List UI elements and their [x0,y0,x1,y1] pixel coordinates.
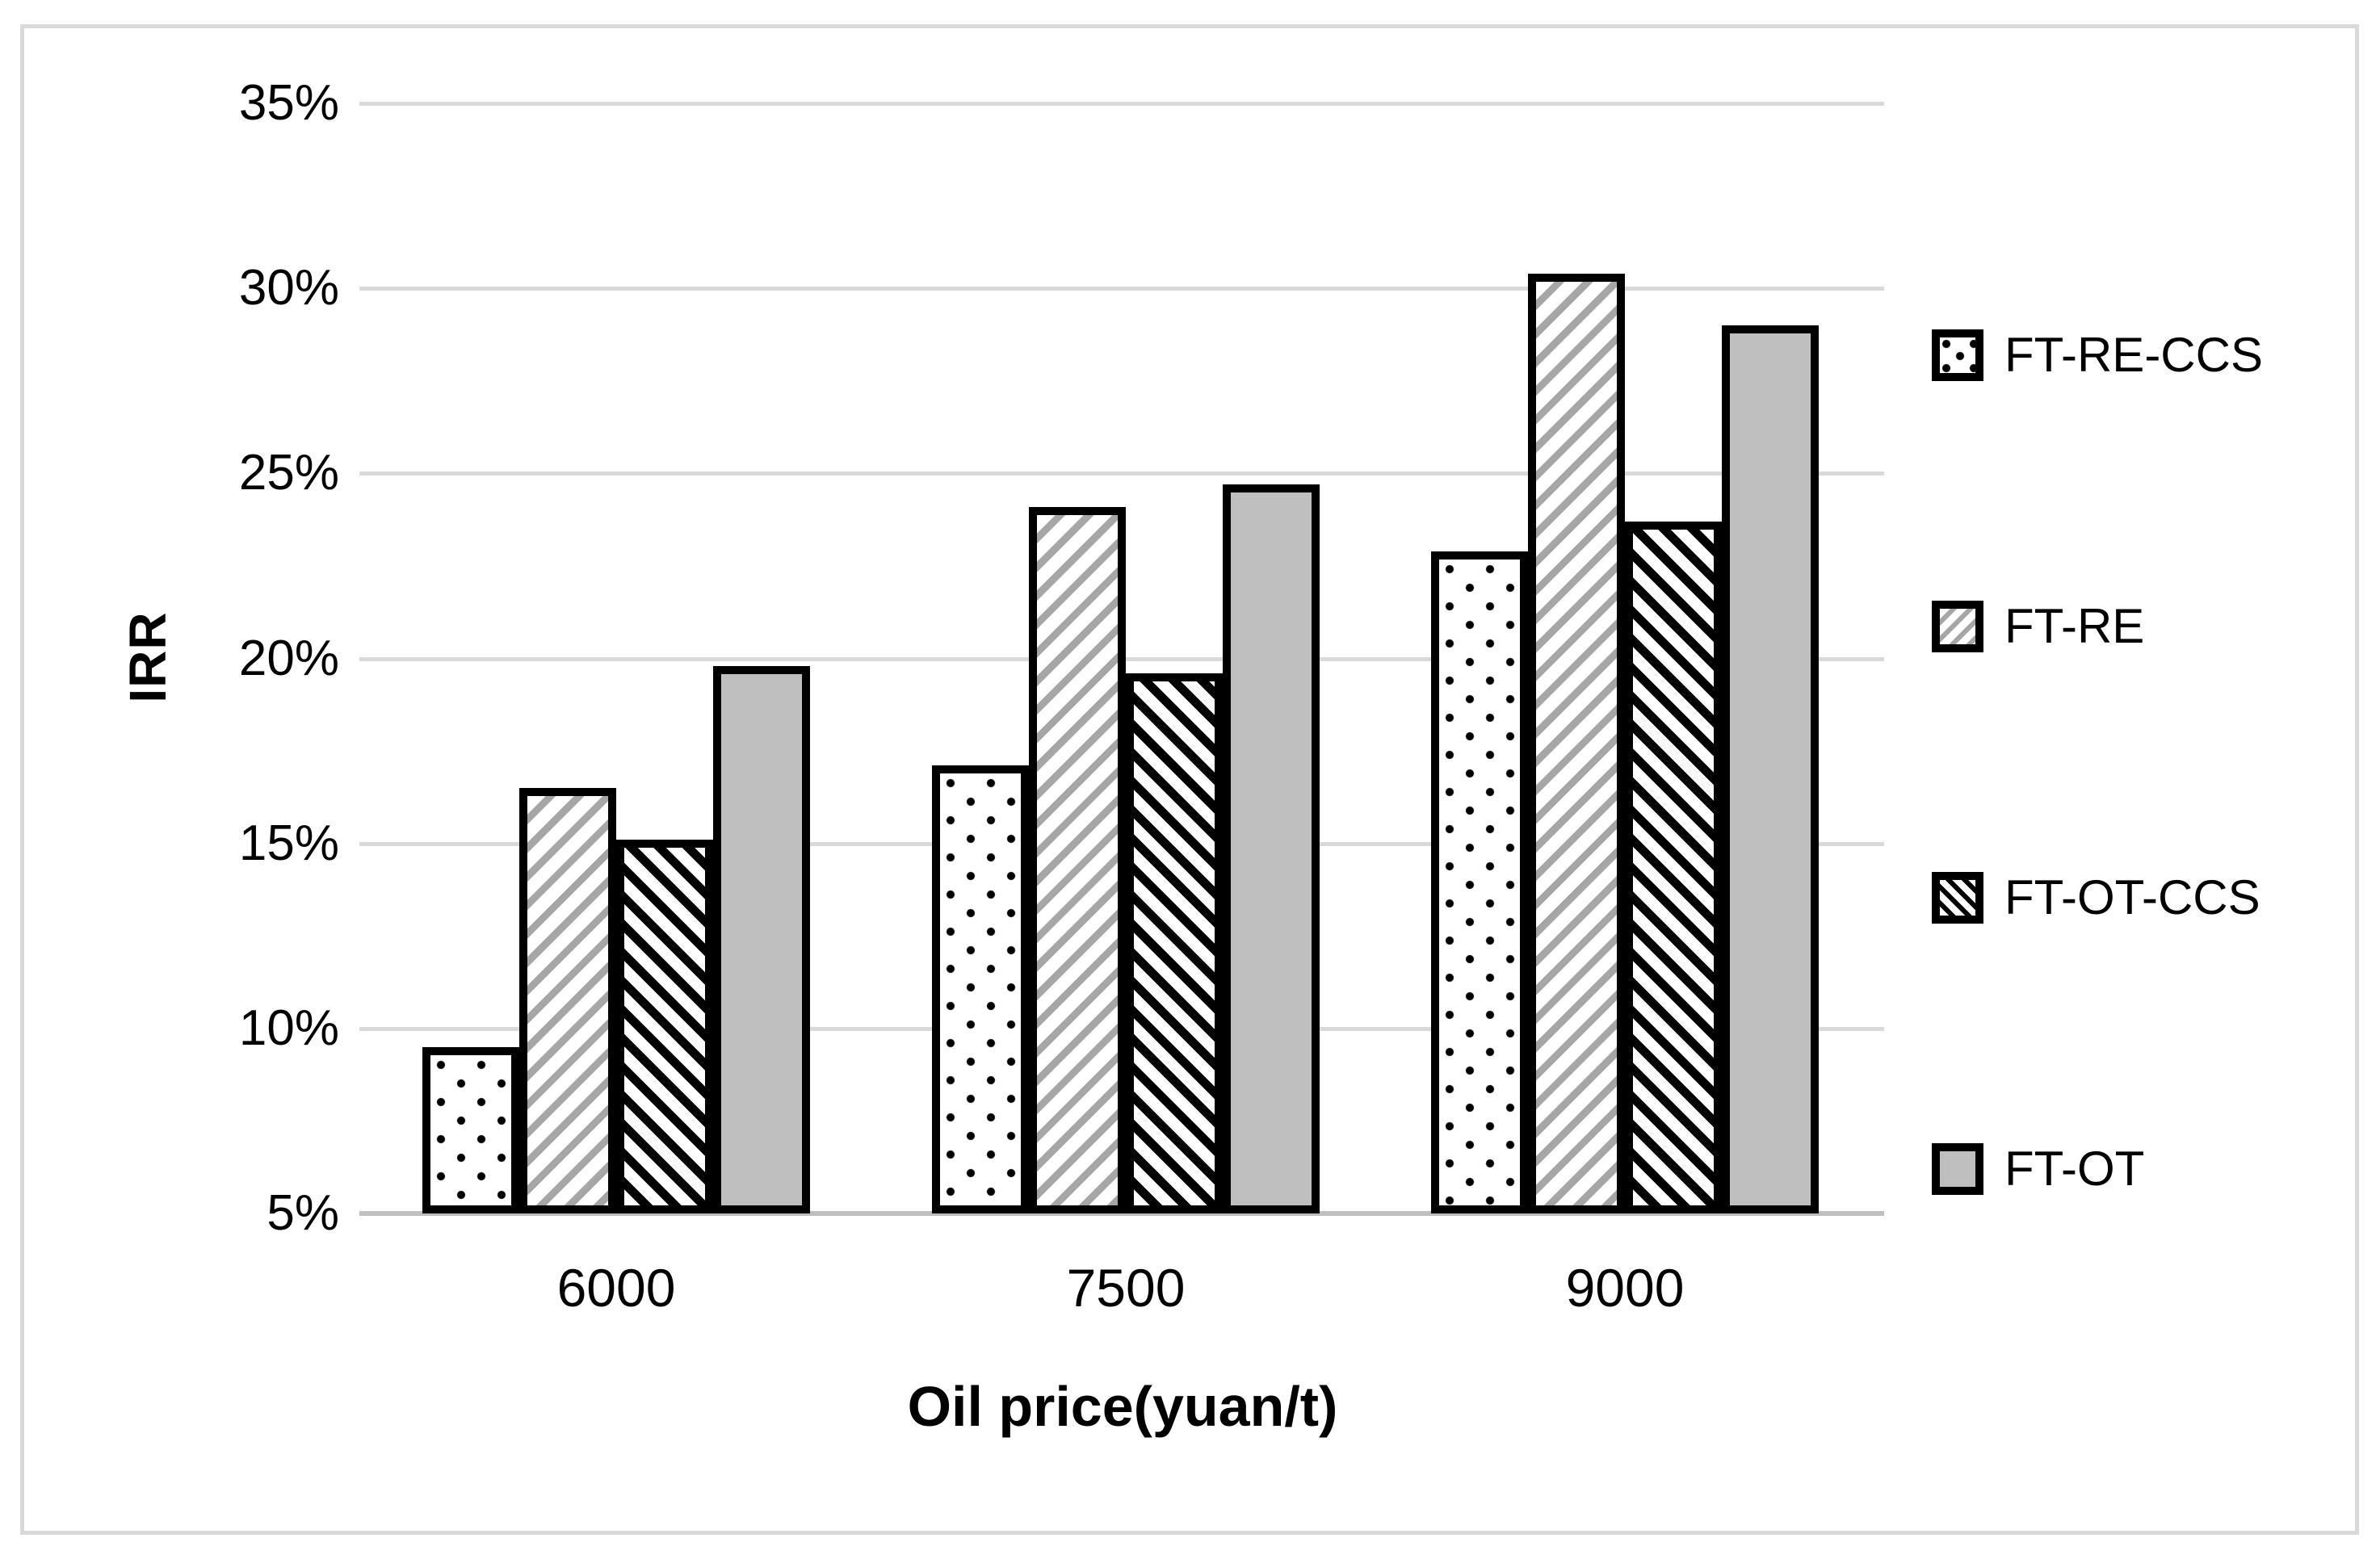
bar-FT-RE-7500 [1029,507,1126,1213]
bar-FT-OT-CCS-6000 [616,840,713,1213]
bar-FT-RE-6000 [519,788,616,1213]
bar-FT-OT-6000 [713,666,810,1213]
bar-FT-OT-CCS-7500 [1126,673,1223,1213]
legend-label: FT-OT [2004,1142,2145,1196]
bar-FT-RE-CCS-7500 [932,765,1029,1213]
legend-item-FT-OT-CCS: FT-OT-CCS [1932,872,2260,924]
gridline-30 [359,287,1884,291]
y-tick-label-20: 20% [238,630,339,686]
legend-label: FT-OT-CCS [2004,870,2260,924]
legend-swatch-diag-black-icon [1932,872,1983,924]
bar-FT-OT-9000 [1722,325,1819,1213]
x-axis-title: Oil price(yuan/t) [907,1375,1338,1438]
legend-label: FT-RE [2004,599,2145,653]
bar-FT-RE-CCS-9000 [1431,551,1528,1213]
x-tick-label-6000: 6000 [556,1258,676,1318]
plot-area [359,102,1884,1216]
gridline-35 [359,102,1884,106]
legend-swatch-diag-gray-icon [1932,601,1983,652]
y-tick-label-35: 35% [238,75,339,131]
y-tick-label-5: 5% [267,1185,339,1241]
bar-FT-OT-7500 [1223,484,1320,1213]
bar-FT-RE-9000 [1528,274,1625,1213]
x-tick-label-9000: 9000 [1565,1258,1685,1318]
legend-item-FT-RE: FT-RE [1932,601,2144,652]
legend-item-FT-OT: FT-OT [1932,1143,2144,1195]
y-tick-label-30: 30% [238,260,339,316]
bar-FT-RE-CCS-6000 [422,1047,519,1213]
gridline-25 [359,471,1884,476]
x-tick-label-7500: 7500 [1066,1258,1186,1318]
x-axis-line [359,1211,1884,1216]
chart-border-frame [20,24,2359,1535]
bar-FT-OT-CCS-9000 [1625,522,1722,1213]
legend-swatch-dots-icon [1932,329,1983,381]
y-tick-label-15: 15% [238,815,339,871]
legend-swatch-solid-icon [1932,1143,1983,1195]
y-tick-label-10: 10% [238,1000,339,1056]
legend-label: FT-RE-CCS [2004,328,2263,382]
legend-item-FT-RE-CCS: FT-RE-CCS [1932,329,2263,381]
y-tick-label-25: 25% [238,445,339,501]
